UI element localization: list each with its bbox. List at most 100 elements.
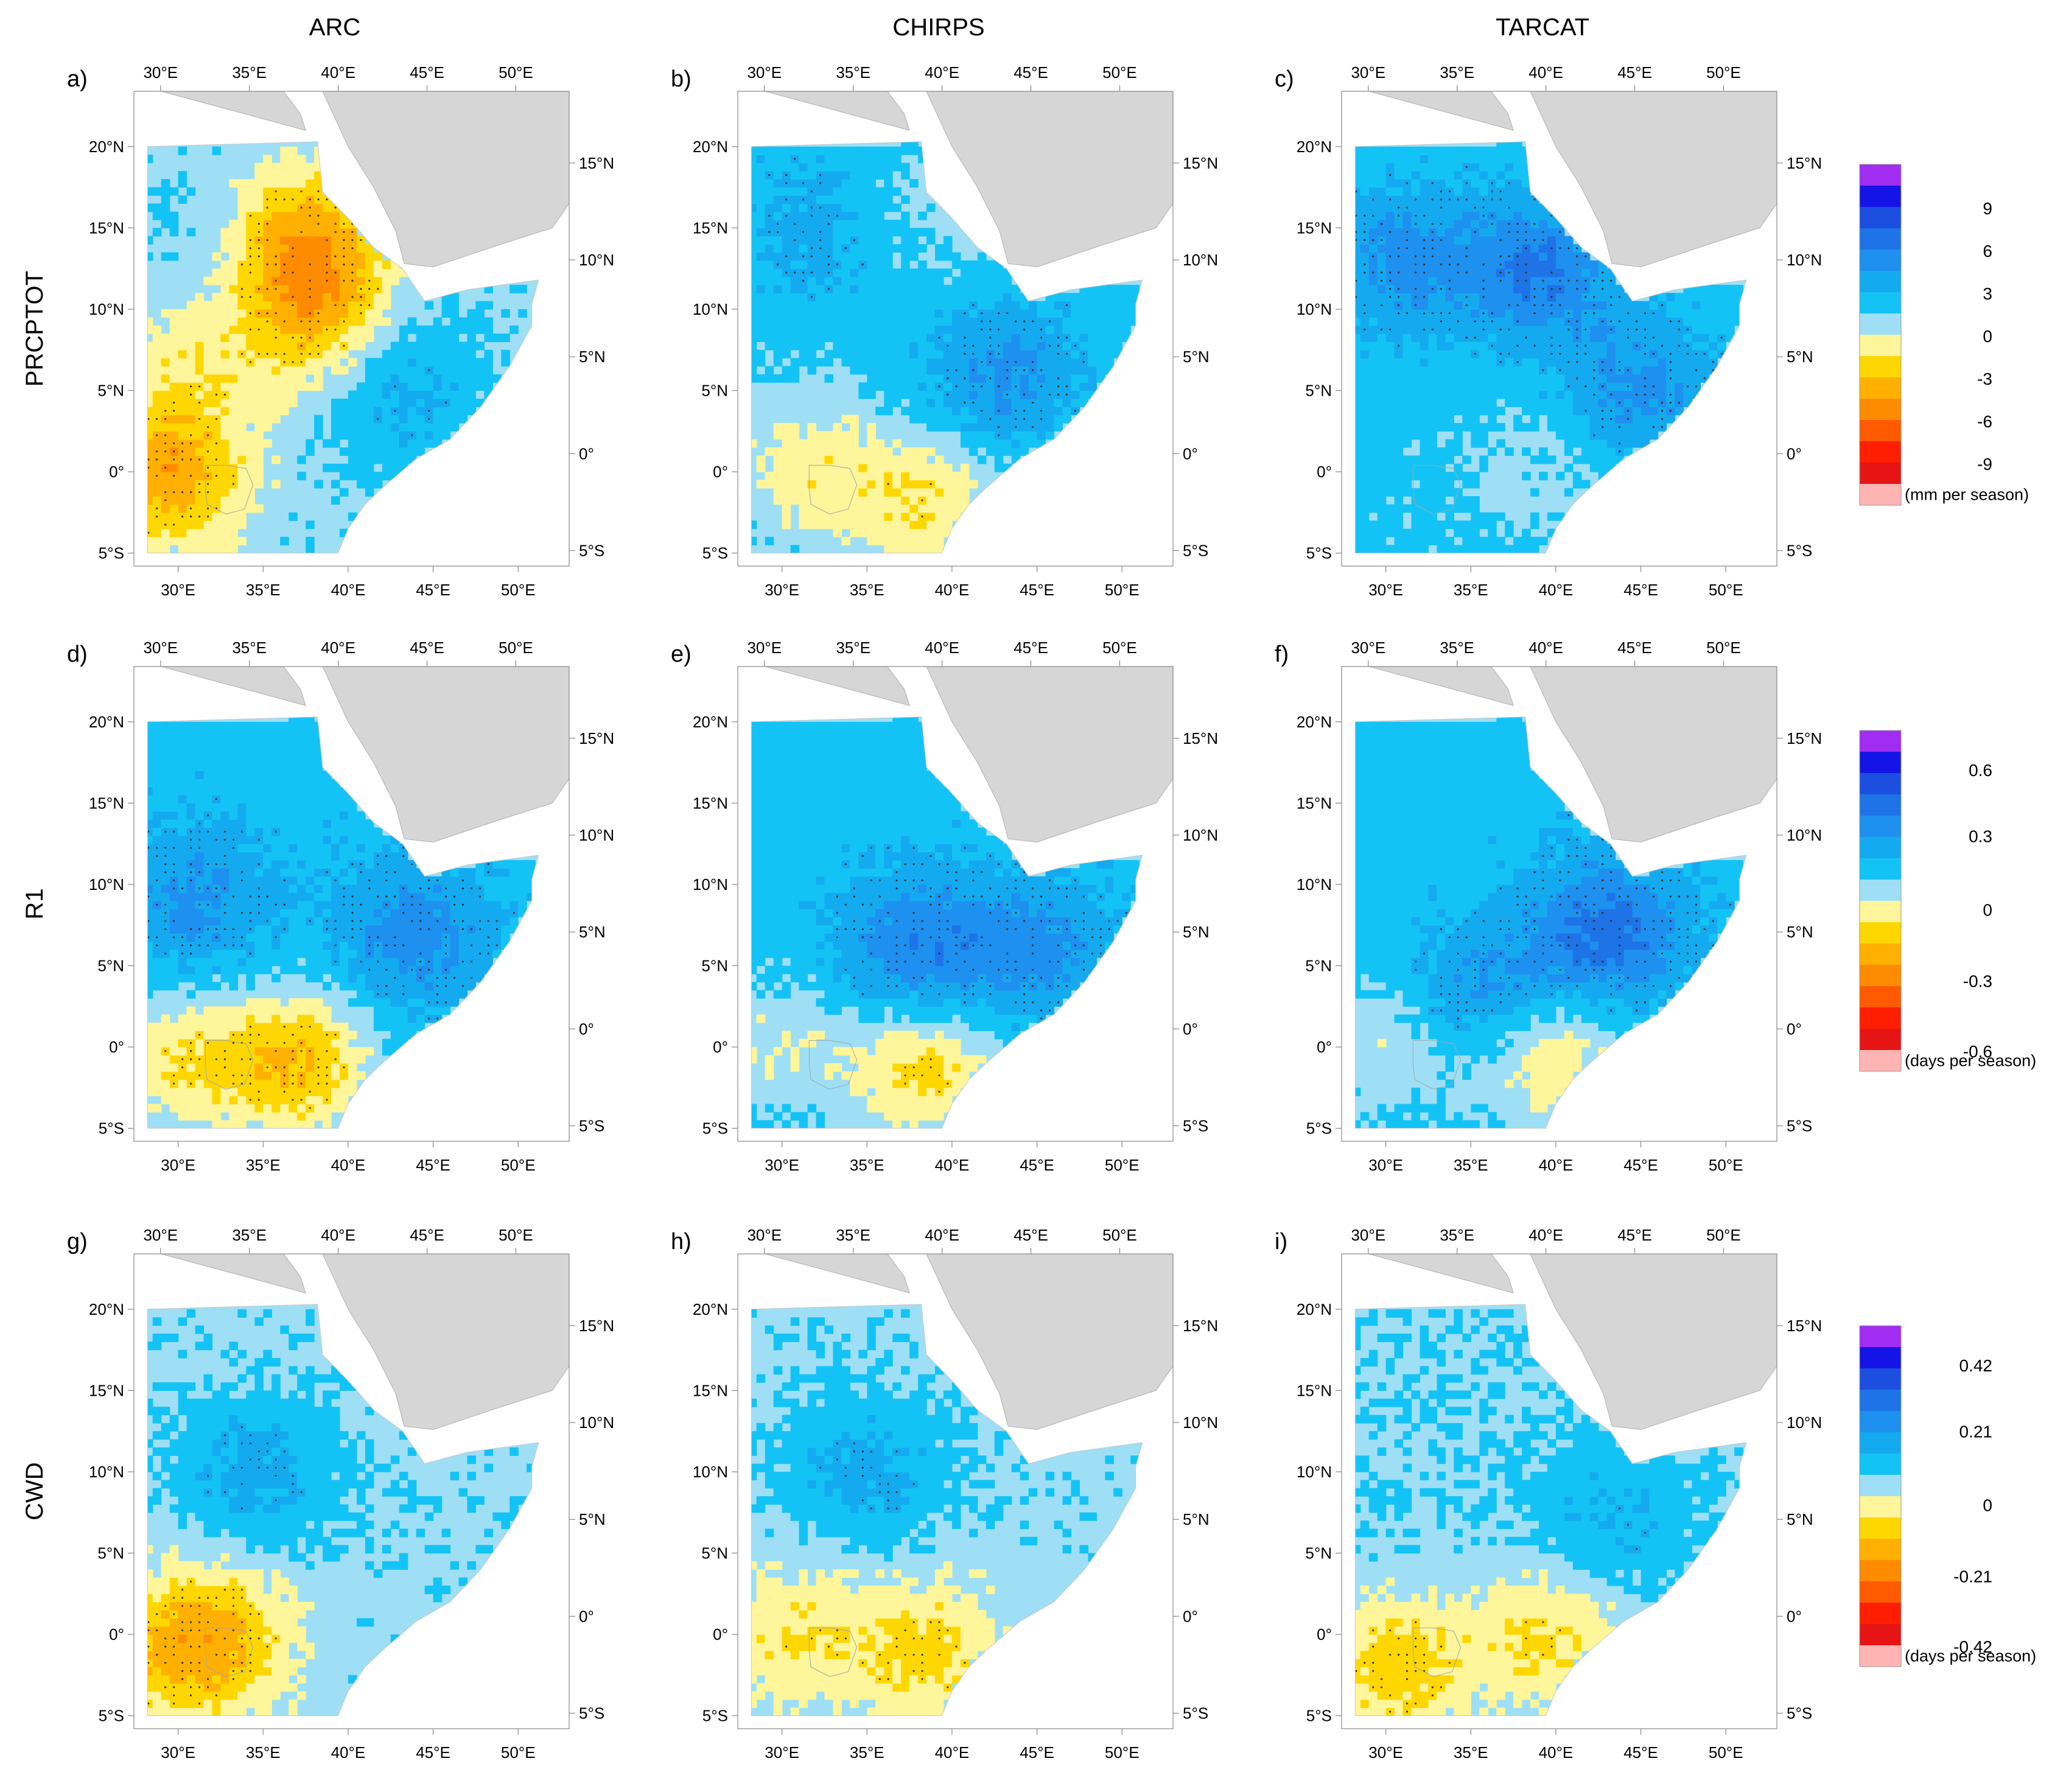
grid-cell — [968, 480, 978, 489]
grid-cell — [884, 382, 893, 391]
grid-cell — [1368, 536, 1378, 545]
grid-cell — [1420, 155, 1429, 164]
grid-cell — [356, 390, 366, 399]
significance-dot — [955, 369, 958, 371]
grid-cell — [331, 415, 340, 424]
grid-cell — [1411, 496, 1421, 505]
grid-cell — [348, 398, 357, 407]
significance-dot — [794, 223, 796, 225]
significance-dot — [819, 174, 822, 177]
grid-cell — [1394, 317, 1404, 326]
grid-cell — [773, 334, 783, 342]
grid-cell — [254, 439, 264, 448]
grid-cell — [756, 220, 766, 228]
grid-cell — [1360, 203, 1370, 212]
grid-cell — [331, 1079, 340, 1088]
grid-cell — [1437, 545, 1446, 553]
grid-cell — [1402, 260, 1412, 269]
grid-cell — [1113, 284, 1122, 293]
grid-cell — [246, 276, 255, 285]
grid-cell — [1062, 325, 1072, 334]
significance-dot — [317, 1082, 320, 1085]
grid-cell — [1355, 512, 1361, 521]
grid-cell — [751, 284, 757, 293]
grid-cell — [1539, 252, 1548, 261]
grid-cell — [161, 187, 170, 196]
significance-dot — [257, 352, 260, 355]
grid-cell — [858, 528, 867, 537]
grid-cell — [1428, 260, 1437, 269]
grid-cell — [901, 284, 910, 293]
grid-cell — [1122, 293, 1131, 302]
grid-cell — [263, 1071, 272, 1080]
grid-cell — [1394, 220, 1404, 228]
grid-cell — [1488, 545, 1497, 553]
grid-cell — [467, 325, 476, 334]
grid-cell — [1488, 512, 1497, 521]
grid-cell — [1355, 276, 1361, 285]
grid-cell — [1355, 447, 1361, 456]
grid-cell — [390, 398, 400, 407]
significance-dot — [1499, 361, 1502, 363]
significance-dot — [1381, 304, 1383, 306]
grid-cell — [1488, 415, 1497, 424]
grid-cell — [909, 545, 919, 553]
grid-cell — [1105, 309, 1114, 318]
grid-cell — [1394, 520, 1404, 530]
grid-cell — [178, 1104, 187, 1113]
grid-cell — [1606, 431, 1616, 440]
grid-cell — [297, 179, 306, 188]
grid-cell — [365, 431, 374, 440]
grid-cell — [756, 349, 766, 359]
grid-cell — [458, 325, 468, 334]
grid-cell — [1360, 422, 1370, 432]
lake-victoria — [808, 464, 858, 515]
grid-cell — [1555, 317, 1565, 326]
significance-dot — [1644, 345, 1647, 347]
grid-cell — [441, 422, 451, 432]
grid-cell — [323, 439, 332, 448]
significance-dot — [240, 296, 243, 298]
significance-dot — [309, 198, 311, 201]
grid-cell — [356, 455, 366, 464]
grid-cell — [271, 1111, 281, 1121]
grid-cell — [1547, 415, 1557, 424]
grid-cell — [884, 301, 893, 310]
grid-cell — [203, 317, 213, 326]
significance-dot — [1431, 312, 1434, 315]
grid-cell — [1045, 349, 1055, 359]
grid-cell — [884, 163, 893, 172]
grid-cell — [1589, 382, 1599, 391]
grid-cell — [1496, 170, 1505, 180]
significance-dot — [1602, 320, 1604, 323]
grid-cell — [331, 284, 340, 293]
grid-cell — [1360, 480, 1370, 489]
significance-dot — [1440, 206, 1442, 209]
grid-cell — [1445, 236, 1454, 245]
grid-cell — [246, 1104, 255, 1113]
grid-cell — [484, 382, 493, 391]
grid-cell — [1071, 293, 1080, 302]
grid-cell — [1420, 382, 1429, 391]
grid-cell — [314, 179, 323, 188]
grid-cell — [1003, 415, 1012, 424]
grid-cell — [756, 179, 766, 188]
grid-cell — [1411, 504, 1421, 513]
grid-cell — [1003, 431, 1012, 440]
grid-cell — [918, 407, 927, 416]
grid-cell — [867, 309, 876, 318]
grid-cell — [186, 398, 196, 407]
grid-cell — [790, 252, 800, 261]
grid-cell — [407, 382, 417, 391]
grid-cell — [1700, 284, 1709, 293]
significance-dot — [1406, 231, 1409, 233]
grid-cell — [1394, 472, 1404, 481]
grid-cell — [1505, 244, 1514, 253]
grid-cell — [475, 374, 485, 383]
grid-cell — [1385, 374, 1395, 383]
significance-dot — [292, 1058, 294, 1060]
significance-dot — [257, 288, 260, 290]
grid-cell — [1355, 309, 1361, 318]
grid-cell — [254, 211, 264, 220]
grid-cell — [152, 1104, 162, 1113]
